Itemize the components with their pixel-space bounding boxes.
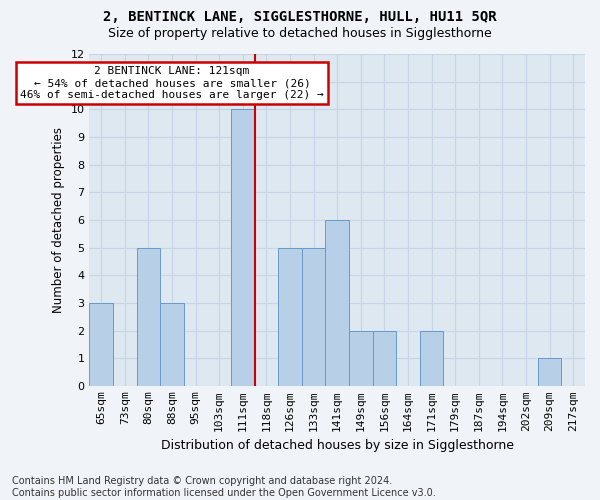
Bar <box>302 248 325 386</box>
Y-axis label: Number of detached properties: Number of detached properties <box>52 127 65 313</box>
Text: Contains HM Land Registry data © Crown copyright and database right 2024.
Contai: Contains HM Land Registry data © Crown c… <box>12 476 436 498</box>
Text: Size of property relative to detached houses in Sigglesthorne: Size of property relative to detached ho… <box>108 28 492 40</box>
Bar <box>325 220 349 386</box>
Bar <box>278 248 302 386</box>
Bar <box>137 248 160 386</box>
Text: 2 BENTINCK LANE: 121sqm
← 54% of detached houses are smaller (26)
46% of semi-de: 2 BENTINCK LANE: 121sqm ← 54% of detache… <box>20 66 324 100</box>
Bar <box>160 303 184 386</box>
Bar <box>89 303 113 386</box>
Bar <box>231 110 254 386</box>
Bar <box>349 330 373 386</box>
Text: 2, BENTINCK LANE, SIGGLESTHORNE, HULL, HU11 5QR: 2, BENTINCK LANE, SIGGLESTHORNE, HULL, H… <box>103 10 497 24</box>
Bar <box>373 330 396 386</box>
X-axis label: Distribution of detached houses by size in Sigglesthorne: Distribution of detached houses by size … <box>161 440 514 452</box>
Bar <box>538 358 562 386</box>
Bar <box>420 330 443 386</box>
